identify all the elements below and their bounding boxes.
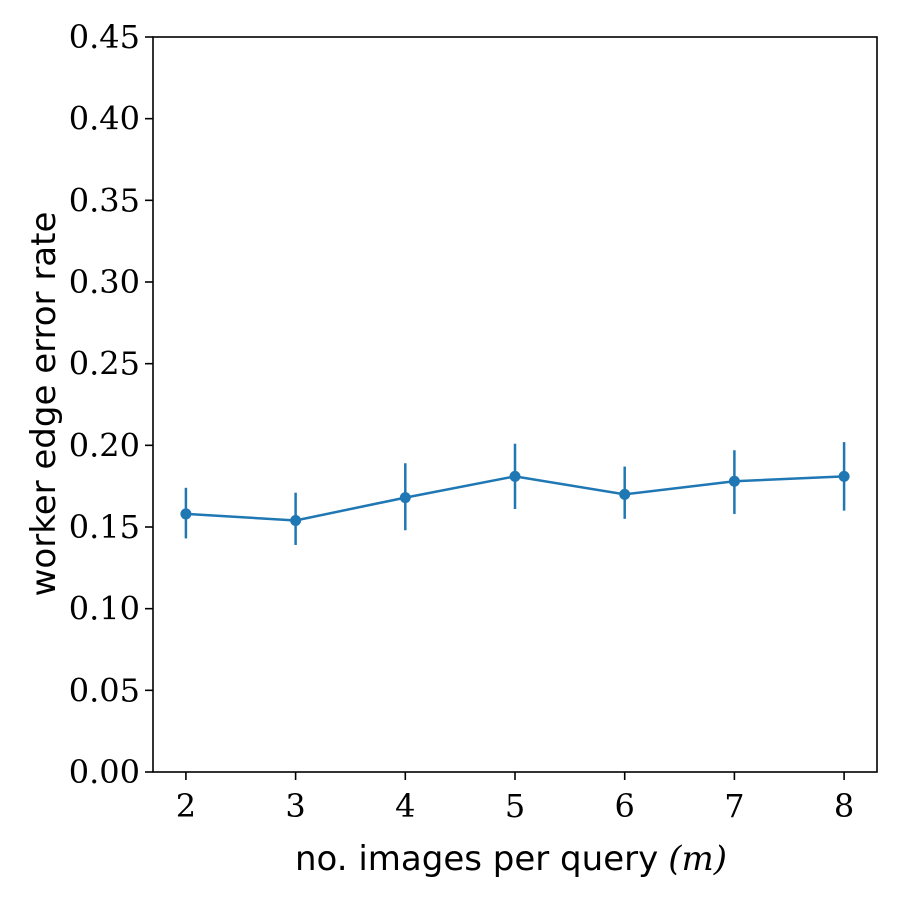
x-tick-label: 2 [176, 787, 196, 825]
x-tick-label: 8 [834, 787, 854, 825]
data-point [290, 514, 302, 526]
x-axis: 2 3 4 5 6 7 8 [176, 772, 854, 825]
plot-layer [180, 442, 850, 545]
data-point [728, 475, 740, 487]
data-point [838, 470, 850, 482]
x-axis-title-math: (m) [668, 839, 727, 879]
y-tick-label: 0.45 [69, 18, 140, 56]
y-tick-label: 0.25 [69, 345, 140, 383]
data-point [619, 488, 631, 500]
y-tick-label: 0.30 [69, 263, 140, 301]
data-point [509, 470, 521, 482]
x-axis-title: no. images per query (m) [295, 839, 727, 879]
x-tick-label: 3 [285, 787, 305, 825]
y-tick-label: 0.15 [69, 508, 140, 546]
y-tick-label: 0.00 [69, 753, 140, 791]
x-tick-label: 5 [505, 787, 525, 825]
data-point [180, 508, 192, 520]
y-tick-label: 0.20 [69, 426, 140, 464]
y-tick-label: 0.35 [69, 181, 140, 219]
x-tick-label: 7 [724, 787, 744, 825]
y-axis-title: worker edge error rate [24, 212, 64, 597]
x-tick-label: 6 [615, 787, 635, 825]
y-tick-label: 0.10 [69, 590, 140, 628]
y-axis: 0.00 0.05 0.10 0.15 0.20 0.25 0.30 0.35 0.40 0.45 [69, 18, 153, 791]
data-point [399, 492, 411, 504]
x-axis-title-text: no. images per query [295, 839, 658, 879]
y-tick-label: 0.05 [69, 671, 140, 709]
x-tick-label: 4 [395, 787, 415, 825]
y-tick-label: 0.40 [69, 100, 140, 138]
